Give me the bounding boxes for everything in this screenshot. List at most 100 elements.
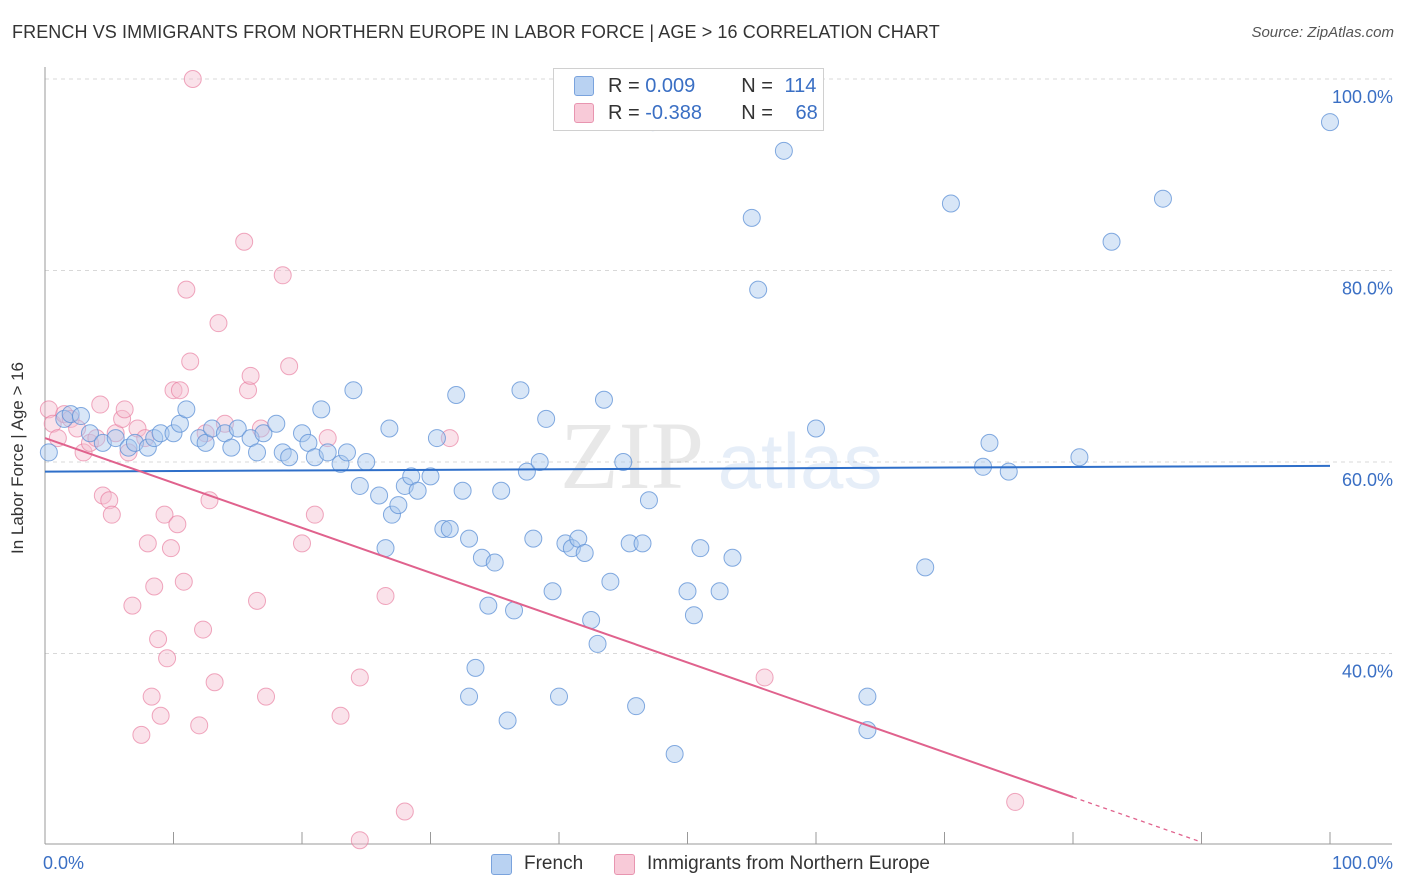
stats-legend: R = 0.009 N = 114 R = -0.388 N = 68 bbox=[553, 68, 824, 131]
immigrants-point bbox=[257, 687, 276, 706]
legend-swatch-french bbox=[574, 76, 594, 96]
french-point bbox=[138, 438, 157, 457]
watermark: ZIP atlas bbox=[560, 402, 882, 509]
french-point bbox=[357, 453, 376, 471]
french-point bbox=[434, 520, 453, 539]
axes bbox=[44, 67, 1392, 845]
legend-n-value: 114 bbox=[784, 74, 817, 97]
french-point bbox=[80, 424, 99, 443]
french-point bbox=[331, 454, 350, 473]
french-point bbox=[71, 407, 90, 426]
french-point bbox=[594, 390, 613, 409]
immigrants-point bbox=[102, 505, 121, 524]
french-point bbox=[39, 443, 58, 462]
gridlines bbox=[45, 78, 1392, 654]
french-point bbox=[665, 745, 684, 764]
immigrants-point bbox=[132, 725, 151, 744]
immigrants-point bbox=[168, 515, 187, 534]
chart-title: FRENCH VS IMMIGRANTS FROM NORTHERN EUROP… bbox=[12, 22, 940, 42]
french-point bbox=[550, 687, 568, 706]
immigrants-point bbox=[155, 505, 174, 524]
x-tick-label-min: 0.0% bbox=[43, 853, 84, 873]
immigrants-point bbox=[280, 357, 299, 376]
y-tick-label: 60.0% bbox=[1342, 470, 1393, 490]
immigrants-point bbox=[138, 534, 157, 553]
french-point bbox=[337, 443, 356, 462]
y-tick-label: 100.0% bbox=[1332, 87, 1393, 107]
french-point bbox=[370, 486, 389, 505]
watermark-zip: ZIP bbox=[560, 402, 704, 509]
immigrants-point bbox=[248, 591, 267, 610]
legend-row-immigrants: R = -0.388 N = 68 bbox=[574, 100, 818, 126]
immigrants-point bbox=[273, 266, 292, 285]
immigrants-point bbox=[305, 505, 324, 524]
french-point bbox=[318, 443, 337, 462]
french-point bbox=[1070, 448, 1089, 467]
immigrants-point bbox=[177, 280, 196, 299]
legend-r-value: -0.388 bbox=[645, 101, 702, 124]
french-point bbox=[280, 448, 299, 467]
legend-row-french: R = 0.009 N = 114 bbox=[574, 73, 816, 99]
immigrants-point bbox=[440, 429, 459, 448]
immigrants-point bbox=[161, 539, 180, 558]
bottom-legend-label: Immigrants from Northern Europe bbox=[647, 853, 930, 874]
legend-n-label: N = bbox=[741, 74, 779, 97]
tick-labels: 100.0% 80.0% 60.0% 40.0% 0.0% 100.0% bbox=[43, 87, 1393, 873]
french-point bbox=[916, 558, 935, 577]
french-point bbox=[639, 491, 658, 510]
immigrants-point bbox=[194, 620, 213, 639]
french-point bbox=[350, 476, 369, 495]
immigrants-trend-extension bbox=[1072, 796, 1202, 843]
french-point bbox=[293, 424, 311, 443]
immigrants-point bbox=[115, 400, 134, 419]
source-label: Source: ZipAtlas.com bbox=[1251, 24, 1394, 41]
french-point bbox=[498, 711, 517, 730]
french-point bbox=[678, 582, 697, 601]
french-point bbox=[485, 553, 504, 572]
immigrants-point bbox=[123, 596, 142, 615]
immigrants-point bbox=[190, 716, 209, 735]
immigrants-point bbox=[350, 831, 369, 850]
french-point bbox=[627, 697, 646, 716]
immigrants-point bbox=[235, 232, 254, 251]
french-point bbox=[684, 606, 703, 625]
immigrants-point bbox=[128, 419, 147, 438]
french-point bbox=[858, 687, 877, 706]
french-point bbox=[447, 385, 466, 404]
french-point bbox=[530, 453, 549, 471]
french-point bbox=[537, 409, 556, 428]
french-point bbox=[460, 687, 479, 706]
french-point bbox=[614, 453, 633, 471]
french-trend-line bbox=[44, 464, 1331, 473]
french-point bbox=[427, 429, 446, 448]
immigrants-point bbox=[350, 668, 369, 687]
immigrants-point bbox=[91, 395, 110, 414]
french-point bbox=[999, 462, 1018, 481]
immigrants-point bbox=[151, 706, 170, 725]
immigrants-point bbox=[395, 802, 414, 821]
french-point bbox=[807, 419, 825, 438]
french-point bbox=[312, 400, 331, 419]
french-point bbox=[421, 467, 440, 486]
french-point bbox=[543, 582, 562, 601]
french-point bbox=[1153, 189, 1172, 208]
french-point bbox=[575, 543, 594, 562]
legend-r-label: R = bbox=[608, 101, 646, 124]
immigrants-point bbox=[181, 352, 200, 371]
french-point bbox=[460, 529, 479, 548]
immigrants-point bbox=[376, 587, 395, 606]
french-point bbox=[691, 539, 710, 558]
immigrants-point bbox=[100, 491, 119, 510]
french-point bbox=[941, 194, 960, 213]
french-point bbox=[511, 381, 530, 400]
y-tick-label: 80.0% bbox=[1342, 279, 1393, 299]
french-point bbox=[723, 548, 742, 567]
trend-lines bbox=[44, 437, 1331, 843]
french-point bbox=[980, 433, 999, 452]
french-point bbox=[742, 208, 761, 227]
french-point bbox=[254, 424, 273, 443]
french-point bbox=[228, 419, 247, 438]
immigrants-trend-line bbox=[44, 437, 1074, 799]
bottom-swatch-immigrants bbox=[614, 853, 635, 875]
